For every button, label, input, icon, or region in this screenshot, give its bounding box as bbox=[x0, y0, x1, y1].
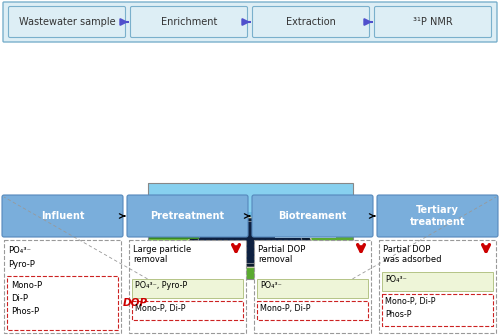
Bar bbox=[379, 240, 496, 333]
Bar bbox=[382, 294, 493, 326]
Bar bbox=[148, 183, 352, 212]
Bar bbox=[148, 219, 199, 239]
FancyBboxPatch shape bbox=[8, 6, 126, 38]
FancyBboxPatch shape bbox=[252, 195, 373, 237]
Text: Mono-P, Di-P: Mono-P, Di-P bbox=[135, 303, 186, 312]
Bar bbox=[132, 300, 243, 320]
Bar bbox=[281, 204, 322, 217]
Text: Di-P: Di-P bbox=[11, 294, 28, 303]
FancyBboxPatch shape bbox=[2, 195, 123, 237]
Bar bbox=[4, 240, 121, 333]
Text: Wastewater sample: Wastewater sample bbox=[18, 17, 116, 27]
Bar bbox=[148, 226, 352, 279]
Text: Mono-P: Mono-P bbox=[11, 281, 42, 290]
Bar bbox=[132, 279, 243, 297]
FancyBboxPatch shape bbox=[377, 195, 498, 237]
FancyBboxPatch shape bbox=[252, 6, 370, 38]
Bar bbox=[148, 183, 352, 279]
Bar bbox=[254, 240, 371, 333]
Text: Mono-P, Di-P: Mono-P, Di-P bbox=[260, 303, 310, 312]
FancyBboxPatch shape bbox=[374, 6, 492, 38]
Text: PO₄³⁻: PO₄³⁻ bbox=[385, 275, 407, 284]
Text: Mono-P, Di-P: Mono-P, Di-P bbox=[385, 297, 436, 306]
FancyBboxPatch shape bbox=[3, 2, 497, 42]
Text: ³¹P NMR: ³¹P NMR bbox=[413, 17, 453, 27]
Bar bbox=[382, 272, 493, 291]
Bar bbox=[274, 214, 336, 238]
Text: PO₄³⁻, Pyro-P: PO₄³⁻, Pyro-P bbox=[135, 282, 187, 291]
Text: Influent: Influent bbox=[41, 211, 84, 221]
Bar bbox=[7, 276, 118, 330]
Text: DOP: DOP bbox=[123, 298, 148, 308]
Text: Biotreament: Biotreament bbox=[278, 211, 346, 221]
Text: Partial DOP
removal: Partial DOP removal bbox=[258, 245, 306, 264]
Bar bbox=[148, 233, 250, 266]
Text: PO₄³⁻: PO₄³⁻ bbox=[260, 282, 282, 291]
Text: Extraction: Extraction bbox=[286, 17, 336, 27]
Text: Tertiary
treatment: Tertiary treatment bbox=[410, 205, 465, 227]
Ellipse shape bbox=[188, 218, 312, 267]
Text: Partial DOP
was adsorbed: Partial DOP was adsorbed bbox=[383, 245, 442, 264]
Text: Phos-P: Phos-P bbox=[385, 310, 411, 319]
FancyBboxPatch shape bbox=[127, 195, 248, 237]
Bar bbox=[257, 300, 368, 320]
Text: Pretreatment: Pretreatment bbox=[150, 211, 224, 221]
Bar bbox=[129, 240, 246, 333]
Text: Pyro-P: Pyro-P bbox=[8, 260, 35, 269]
Bar bbox=[257, 279, 368, 297]
Text: Phos-P: Phos-P bbox=[11, 307, 39, 316]
Text: PO₄³⁻: PO₄³⁻ bbox=[8, 246, 31, 255]
Text: Large particle
removal: Large particle removal bbox=[133, 245, 191, 264]
Text: Enrichment: Enrichment bbox=[161, 17, 217, 27]
Bar bbox=[148, 183, 352, 236]
Ellipse shape bbox=[198, 221, 302, 264]
FancyBboxPatch shape bbox=[130, 6, 248, 38]
